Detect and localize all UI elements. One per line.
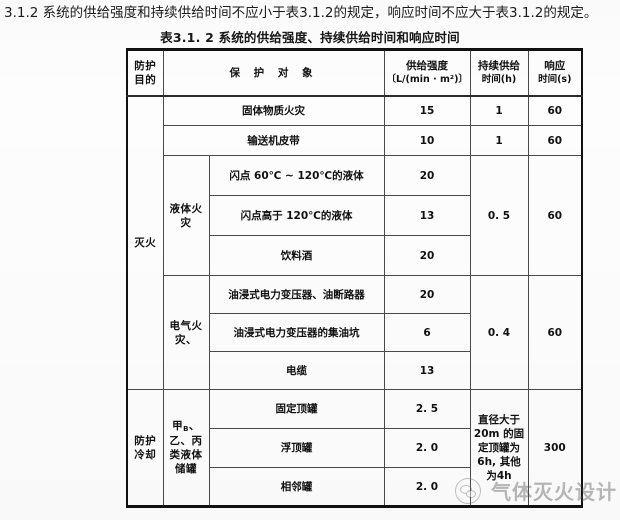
header-response-label: 响应 <box>544 59 566 72</box>
header-supply-intensity-unit: 〔L/(min · m²)〕 <box>386 73 468 85</box>
object-transformer-oil-pit: 油浸式电力变压器的集油坑 <box>208 313 385 352</box>
table-row: 液体火灾 闪点 60℃ ~ 120℃的液体 20 0. 5 60 <box>127 155 583 276</box>
duration-conveyor-belt: 1 <box>469 125 529 156</box>
object-oil-transformer-breaker: 油浸式电力变压器、油断路器 <box>208 275 385 314</box>
response-cooling: 300 <box>527 389 583 507</box>
table-row: 电气火灾、 油浸式电力变压器、油断路器 20 0. 4 60 <box>127 275 583 390</box>
duration-cooling-note: 直径大于20m 的固定顶罐为6h, 其他为4h <box>469 389 529 507</box>
table-row: 闪点高于 120℃的液体 13 <box>127 195 582 236</box>
group-liquid-fire: 液体火灾 <box>162 155 210 276</box>
rate-adjacent-tank: 2. 0 <box>383 467 471 507</box>
clause-text: 3.1.2 系统的供给强度和持续供给时间不应小于表3.1.2的规定，响应时间不应… <box>4 5 598 21</box>
group-tank-rest: 、乙、丙类液体储罐 <box>169 420 203 475</box>
object-floating-roof-tank: 浮顶罐 <box>208 428 385 468</box>
header-duration-label: 持续供给 <box>478 59 520 72</box>
object-conveyor-belt: 输送机皮带 <box>162 125 385 156</box>
rate-conveyor-belt: 10 <box>383 125 471 156</box>
header-supply-intensity: 供给强度 〔L/(min · m²)〕 <box>383 49 471 97</box>
rate-oil-transformer-breaker: 20 <box>383 275 471 314</box>
purpose-protective-cooling: 防护冷却 <box>126 389 164 507</box>
object-flashpoint-above-120: 闪点高于 120℃的液体 <box>208 195 385 236</box>
object-alcoholic-beverage: 饮料酒 <box>208 235 385 276</box>
table-row: 灭火 固体物质火灾 15 1 60 <box>126 95 583 390</box>
rate-alcoholic-beverage: 20 <box>383 235 471 276</box>
object-adjacent-tank: 相邻罐 <box>208 467 385 507</box>
rate-fixed-roof-tank: 2. 5 <box>383 389 471 429</box>
rate-floating-roof-tank: 2. 0 <box>383 428 471 468</box>
table-row: 浮顶罐 2. 0 <box>127 428 582 468</box>
rate-flashpoint-60-120: 20 <box>383 155 471 196</box>
header-supply-intensity-label: 供给强度 <box>406 59 448 72</box>
response-liquid-fire: 60 <box>527 155 583 276</box>
spec-table-container: 防护目的 保 护 对 象 供给强度 〔L/(min · m²)〕 持续供给 时间… <box>126 48 583 508</box>
response-solid-material-fire: 60 <box>527 95 583 126</box>
table-header-row: 防护目的 保 护 对 象 供给强度 〔L/(min · m²)〕 持续供给 时间… <box>126 49 583 97</box>
table-row: 防护冷却 甲B、乙、丙类液体储罐 固定顶罐 2. 5 直径大于20m 的固定顶罐… <box>126 389 583 507</box>
header-duration: 持续供给 时间(h) <box>469 49 529 97</box>
group-electrical-fire: 电气火灾、 <box>162 275 210 390</box>
table-row: 饮料酒 20 <box>127 235 582 276</box>
header-response-unit: 时间(s) <box>538 73 572 85</box>
table-row: 油浸式电力变压器的集油坑 6 <box>127 313 582 352</box>
header-protection-purpose: 防护目的 <box>126 49 164 97</box>
response-conveyor-belt: 60 <box>527 125 583 156</box>
object-fixed-roof-tank: 固定顶罐 <box>208 389 385 429</box>
object-cable: 电缆 <box>208 351 385 390</box>
header-protected-object: 保 护 对 象 <box>162 49 385 97</box>
rate-transformer-oil-pit: 6 <box>383 313 471 352</box>
group-tank-class-a: 甲 <box>172 420 184 432</box>
group-tank-class-subscript: B <box>183 425 189 433</box>
header-response: 响应 时间(s) <box>527 49 583 97</box>
table-caption: 表3.1. 2 系统的供给强度、持续供给时间和响应时间 <box>160 30 460 45</box>
header-duration-unit: 时间(h) <box>481 73 517 85</box>
table-row: 电缆 13 <box>127 351 582 390</box>
object-flashpoint-60-120: 闪点 60℃ ~ 120℃的液体 <box>208 155 385 196</box>
duration-liquid-fire: 0. 5 <box>469 155 529 276</box>
rate-solid-material-fire: 15 <box>383 95 471 126</box>
supply-intensity-table: 防护目的 保 护 对 象 供给强度 〔L/(min · m²)〕 持续供给 时间… <box>126 48 583 508</box>
response-electrical-fire: 60 <box>527 275 583 390</box>
duration-solid-material-fire: 1 <box>469 95 529 126</box>
table-row: 相邻罐 2. 0 <box>127 467 582 507</box>
table-row: 输送机皮带 10 1 60 <box>127 125 583 156</box>
group-liquid-storage-tanks: 甲B、乙、丙类液体储罐 <box>162 389 210 507</box>
rate-flashpoint-above-120: 13 <box>383 195 471 236</box>
object-solid-material-fire: 固体物质火灾 <box>162 95 385 126</box>
purpose-extinguish: 灭火 <box>126 95 164 390</box>
rate-cable: 13 <box>383 351 471 390</box>
duration-electrical-fire: 0. 4 <box>469 275 529 390</box>
